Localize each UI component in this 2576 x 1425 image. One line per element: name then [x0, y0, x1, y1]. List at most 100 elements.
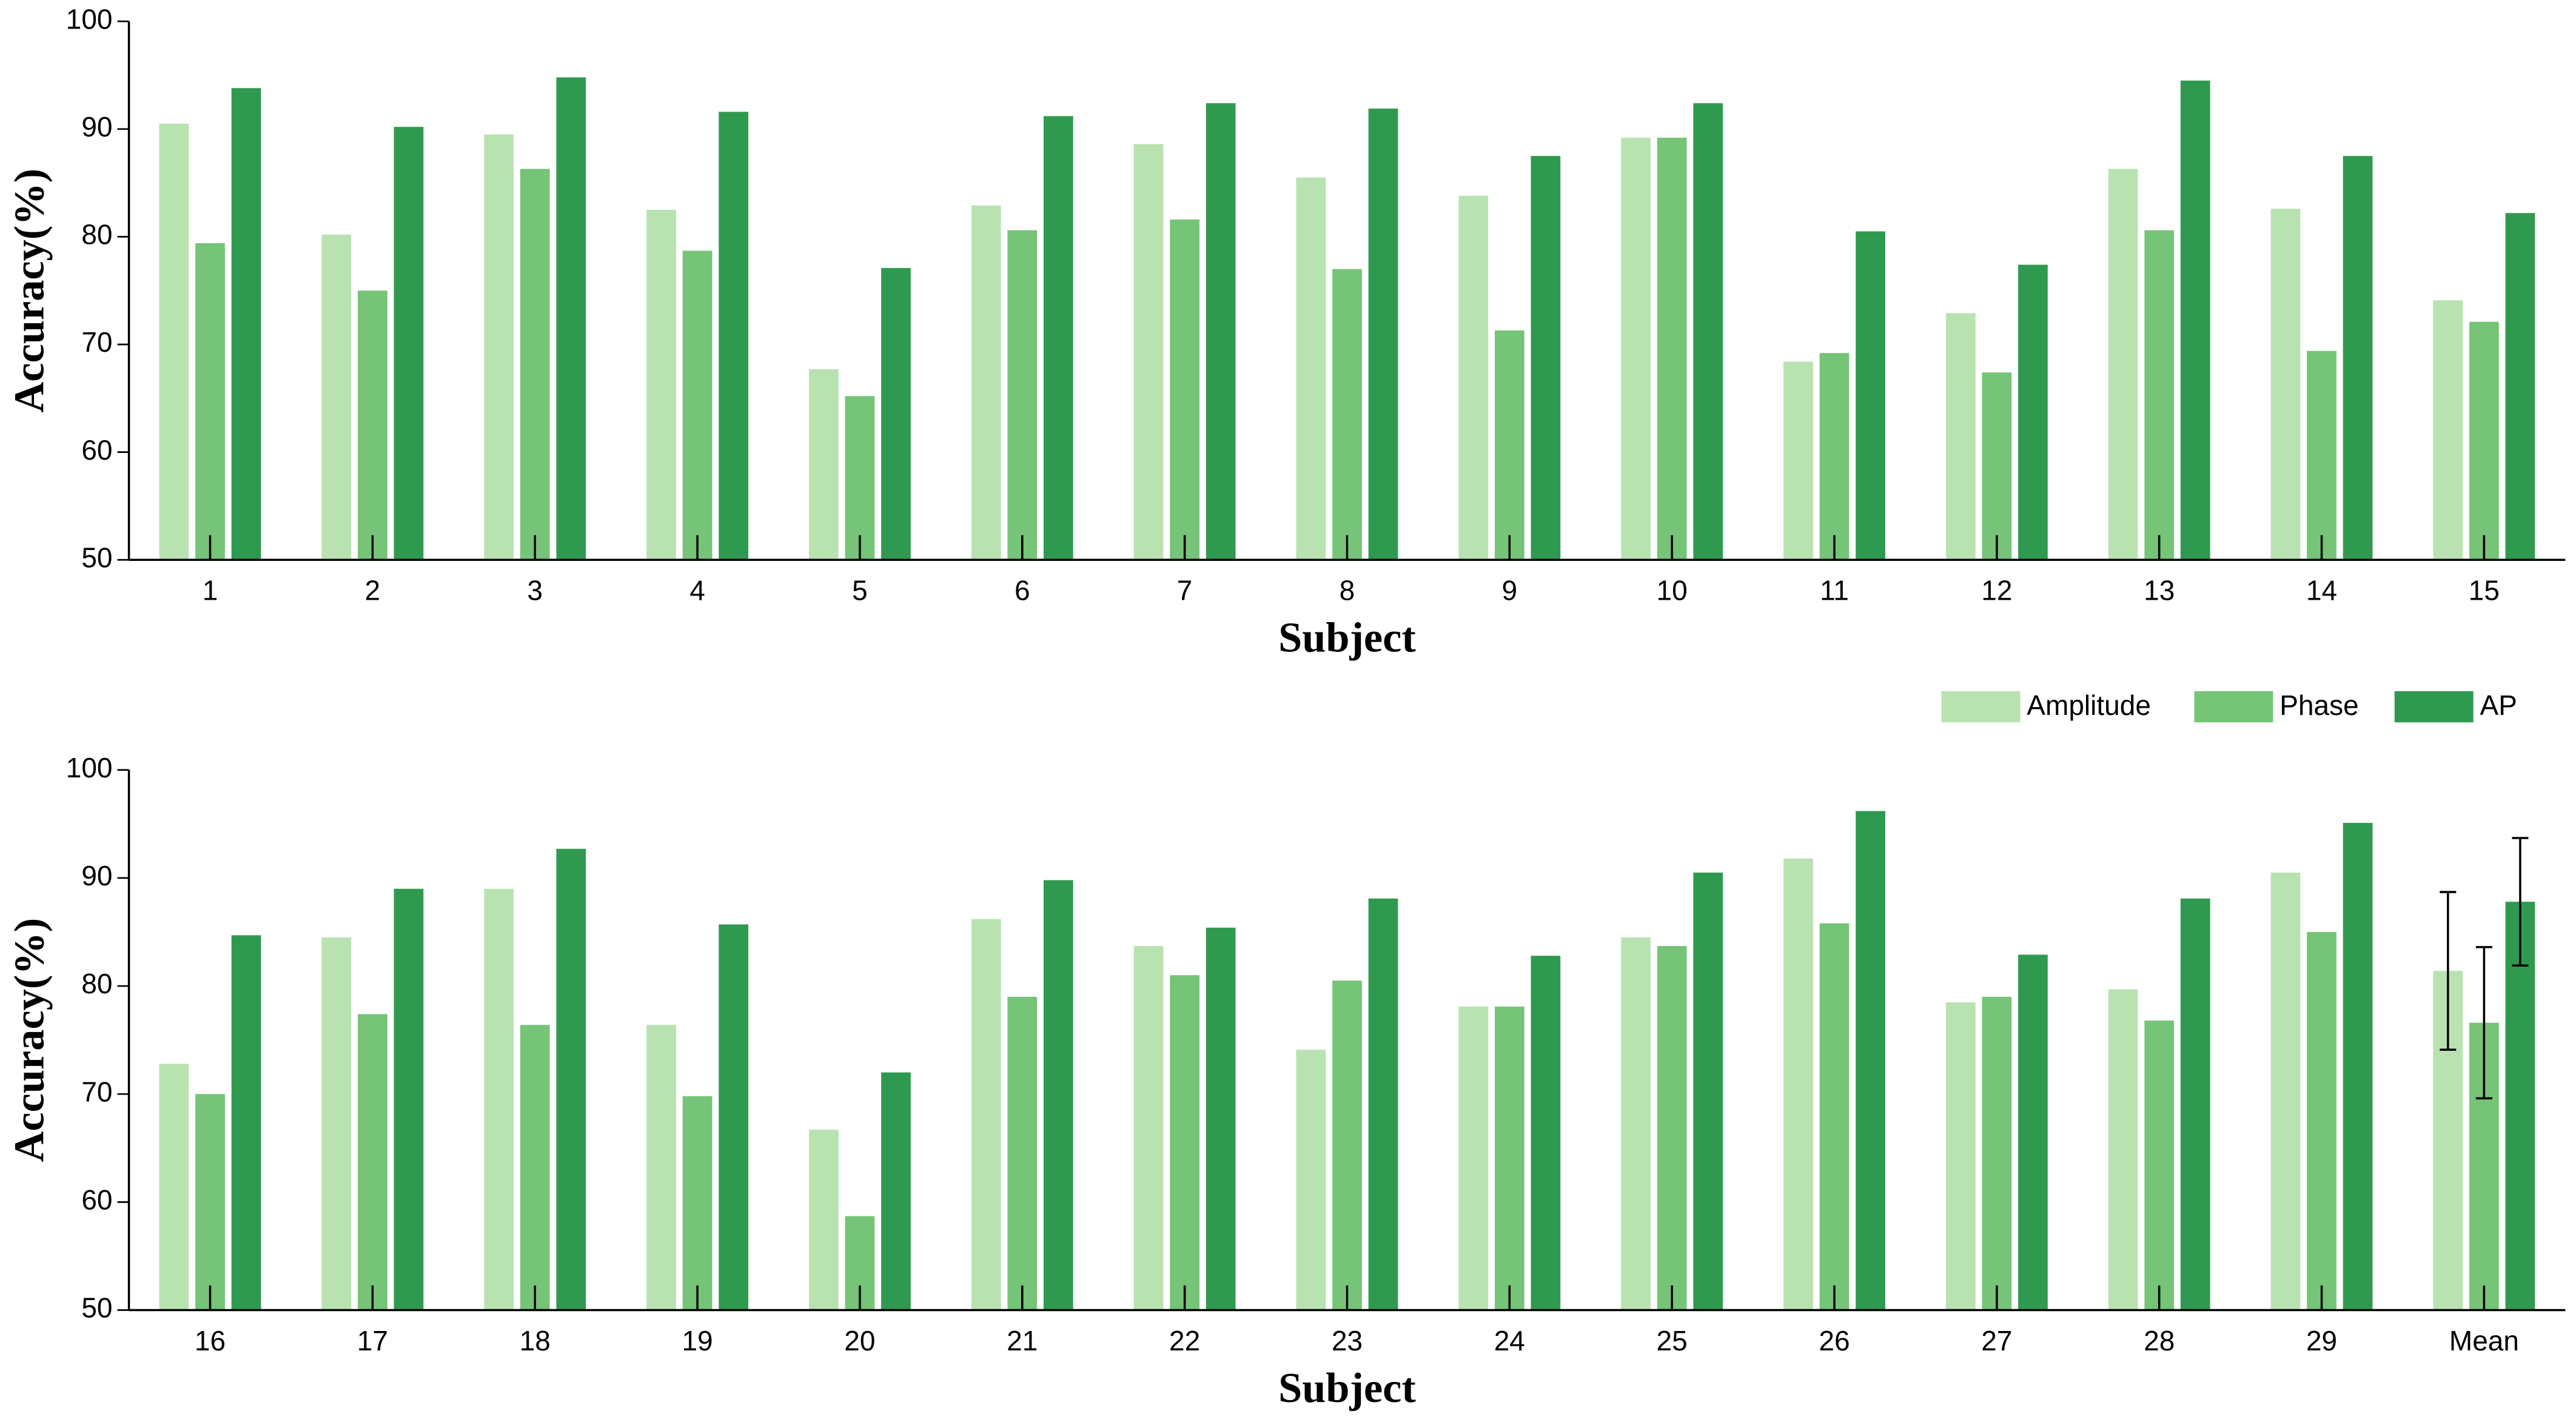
bar [1819, 923, 1850, 1310]
bar [2108, 989, 2138, 1310]
bar [195, 243, 225, 560]
bar [1206, 927, 1236, 1310]
x-tick-label: 10 [1657, 575, 1688, 606]
bar [321, 937, 352, 1310]
bar [971, 205, 1001, 560]
x-tick-label: 16 [195, 1325, 226, 1356]
y-axis-label: Accuracy(%) [6, 918, 53, 1162]
legend-label: AP [2480, 689, 2517, 721]
bar [1945, 1002, 1976, 1310]
x-tick-label: 12 [1981, 575, 2012, 606]
x-tick-label: 15 [2469, 575, 2500, 606]
bar [556, 77, 586, 560]
bar [2180, 80, 2210, 560]
y-tick-label: 60 [81, 434, 112, 466]
bar [1296, 1050, 1326, 1310]
bar [1494, 1006, 1524, 1310]
bar [1783, 858, 1813, 1310]
bar [881, 1072, 911, 1310]
bar [2144, 1021, 2175, 1310]
bar [1819, 353, 1850, 560]
y-tick-label: 100 [66, 752, 113, 783]
bar [2108, 169, 2138, 560]
bar [1043, 880, 1073, 1310]
bar [719, 924, 748, 1310]
x-tick-label: 7 [1177, 575, 1193, 606]
x-tick-label: 2 [365, 575, 381, 606]
x-tick-label: 11 [1820, 575, 1849, 606]
bar [231, 935, 261, 1310]
bar [1494, 330, 1524, 560]
y-tick-label: 50 [81, 542, 112, 573]
bar [646, 210, 676, 560]
bar [321, 234, 352, 560]
legend-swatch [2394, 691, 2474, 723]
bar [1531, 956, 1561, 1310]
bar [1170, 975, 1199, 1310]
bar [1368, 898, 1398, 1310]
bar [484, 134, 514, 560]
bar [719, 112, 748, 560]
bar [2343, 156, 2373, 560]
x-tick-label: 26 [1819, 1325, 1850, 1356]
y-tick-label: 80 [81, 968, 112, 999]
legend-swatch [1941, 691, 2021, 723]
x-tick-label: 27 [1981, 1325, 2012, 1356]
x-tick-label: 20 [844, 1325, 875, 1356]
bar [1043, 116, 1073, 560]
bar [682, 250, 713, 560]
bar [808, 1129, 839, 1310]
x-axis-label: Subject [1278, 1364, 1416, 1412]
bar [394, 127, 424, 560]
bar [159, 1064, 189, 1310]
bar [1693, 103, 1723, 560]
bar [159, 123, 189, 560]
bar [1332, 981, 1362, 1310]
y-tick-label: 50 [81, 1292, 112, 1324]
x-tick-label: 18 [520, 1325, 551, 1356]
y-tick-label: 100 [66, 3, 113, 35]
bar [2018, 954, 2048, 1310]
bar [2018, 264, 2048, 560]
x-tick-label: 1 [203, 575, 218, 606]
bar [1531, 156, 1561, 560]
bar [971, 919, 1001, 1310]
bar [1458, 1006, 1489, 1310]
x-tick-label: Mean [2449, 1325, 2519, 1356]
y-tick-label: 90 [81, 111, 112, 142]
bar [1856, 231, 1885, 560]
bar [881, 267, 911, 560]
bar [808, 369, 839, 560]
x-tick-label: 17 [357, 1325, 388, 1356]
bar [358, 290, 387, 560]
legend-label: Amplitude [2027, 689, 2151, 721]
y-tick-label: 70 [81, 326, 112, 358]
y-tick-label: 60 [81, 1184, 112, 1215]
y-tick-label: 80 [81, 219, 112, 250]
bar [2307, 350, 2336, 560]
bar [1007, 230, 1038, 560]
bar [1945, 313, 1976, 560]
x-tick-label: 24 [1494, 1325, 1525, 1356]
bar [1783, 361, 1813, 560]
bar [1982, 996, 2012, 1310]
bar [1621, 138, 1651, 560]
bar [682, 1096, 713, 1310]
bar [2307, 931, 2336, 1310]
bar [1657, 946, 1687, 1310]
x-tick-label: 25 [1657, 1325, 1688, 1356]
bar [1170, 219, 1199, 560]
bar [520, 169, 550, 560]
bar [2180, 898, 2210, 1310]
bar [1856, 811, 1885, 1310]
bar [1982, 372, 2012, 560]
bar [195, 1094, 225, 1310]
bar [231, 88, 261, 560]
bar [2433, 300, 2463, 560]
x-tick-label: 3 [527, 575, 543, 606]
y-tick-label: 70 [81, 1076, 112, 1107]
x-tick-label: 9 [1502, 575, 1518, 606]
bar [358, 1014, 387, 1310]
bar [2270, 209, 2301, 560]
